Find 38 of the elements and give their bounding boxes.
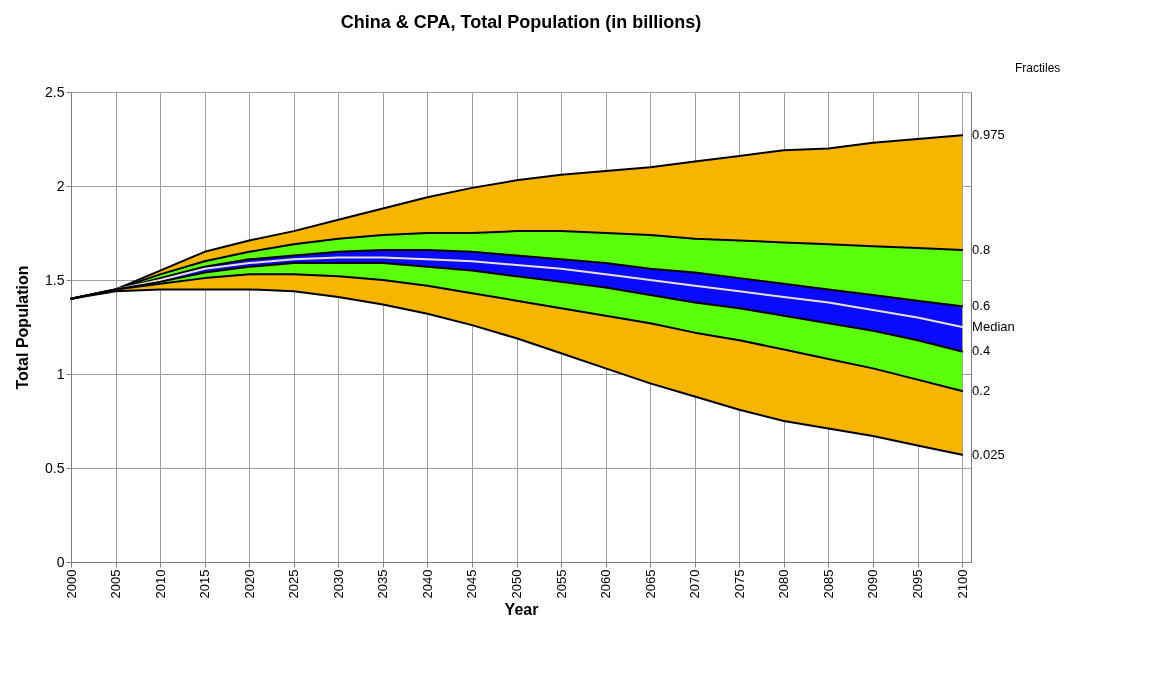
x-tick-label: 2020 bbox=[241, 569, 257, 599]
y-tick-label: 0.5 bbox=[45, 459, 65, 476]
series-label: 0.2 bbox=[972, 382, 991, 398]
x-tick-label: 2005 bbox=[108, 569, 124, 599]
y-tick-label: 1 bbox=[56, 365, 65, 382]
x-tick-label: 2040 bbox=[419, 569, 435, 599]
x-tick-label: 2080 bbox=[776, 569, 792, 599]
legend-title: Fractiles bbox=[1015, 61, 1061, 75]
x-tick-label: 2055 bbox=[553, 569, 569, 599]
series-label: 0.6 bbox=[972, 298, 991, 314]
x-tick-label: 2085 bbox=[820, 569, 836, 599]
x-tick-label: 2090 bbox=[865, 569, 881, 599]
x-tick-label: 2060 bbox=[598, 569, 614, 599]
y-tick-label: 2 bbox=[56, 177, 65, 194]
series-label: 0.4 bbox=[972, 343, 991, 359]
y-tick-label: 0 bbox=[56, 553, 65, 570]
x-tick-label: 2070 bbox=[687, 569, 703, 599]
x-tick-label: 2035 bbox=[375, 569, 391, 599]
x-tick-label: 2000 bbox=[63, 569, 79, 599]
series-label: 0.975 bbox=[972, 127, 1005, 143]
chart-title: China & CPA, Total Population (in billions) bbox=[340, 12, 702, 32]
series-label: 0.025 bbox=[972, 446, 1005, 462]
x-tick-label: 2065 bbox=[642, 569, 658, 599]
x-tick-label: 2095 bbox=[910, 569, 926, 599]
x-tick-label: 2075 bbox=[731, 569, 747, 599]
series-label: 0.8 bbox=[972, 241, 991, 257]
y-tick-label: 1.5 bbox=[45, 271, 65, 288]
x-axis-title: Year bbox=[504, 601, 539, 619]
y-axis-title: Total Population bbox=[14, 265, 32, 390]
x-tick-label: 2025 bbox=[286, 569, 302, 599]
x-tick-label: 2010 bbox=[152, 569, 168, 599]
y-tick-label: 2.5 bbox=[45, 83, 65, 100]
x-tick-label: 2030 bbox=[330, 569, 346, 599]
x-tick-label: 2015 bbox=[197, 569, 213, 599]
x-tick-label: 2050 bbox=[509, 569, 525, 599]
x-tick-label: 2045 bbox=[464, 569, 480, 599]
series-label: Median bbox=[972, 319, 1015, 334]
x-tick-label: 2100 bbox=[954, 569, 970, 599]
